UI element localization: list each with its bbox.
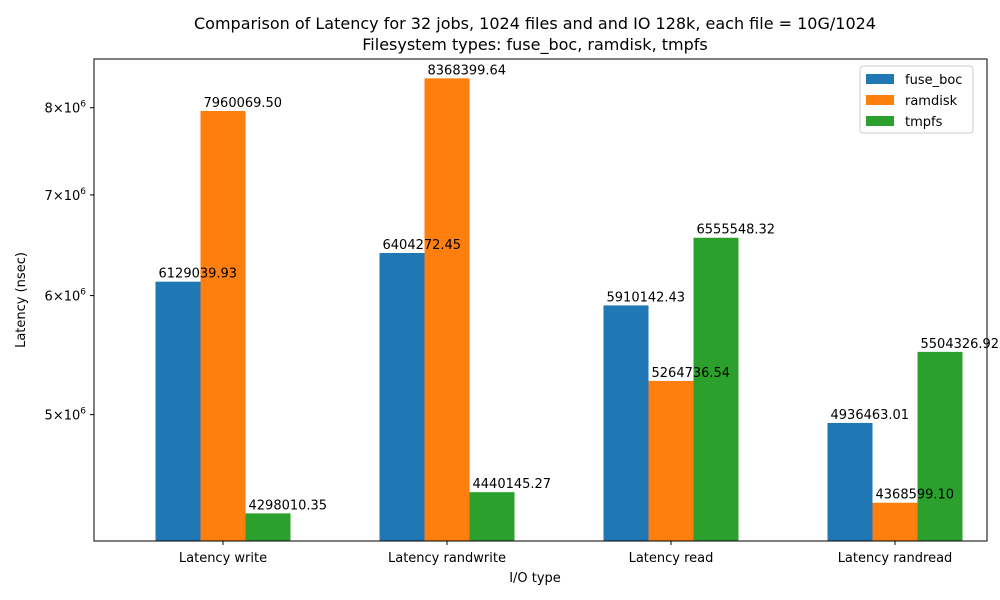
- bar-value-label: 6555548.32: [697, 223, 776, 238]
- bar-fuse_boc: [603, 305, 649, 541]
- bar-value-label: 4298010.35: [249, 498, 328, 513]
- bar-tmpfs: [245, 513, 291, 541]
- bar-fuse_boc: [155, 281, 201, 541]
- bar-value-label: 8368399.64: [428, 63, 507, 78]
- bars-group: [155, 78, 963, 542]
- x-tick-label: Latency randwrite: [388, 551, 506, 566]
- legend-label-ramdisk: ramdisk: [905, 94, 958, 109]
- y-tick-label: 7×106: [45, 187, 87, 204]
- chart-subtitle: Filesystem types: fuse_boc, ramdisk, tmp…: [362, 35, 707, 55]
- bar-tmpfs: [693, 237, 739, 542]
- bar-value-label: 5264736.54: [652, 366, 731, 381]
- bar-value-label: 7960069.50: [204, 96, 283, 111]
- chart-title: Comparison of Latency for 32 jobs, 1024 …: [194, 14, 876, 33]
- y-axis-ticks: 5×106 6×106 7×106 8×106: [45, 100, 94, 424]
- bar-fuse_boc: [827, 422, 873, 541]
- bar-ramdisk: [424, 78, 470, 541]
- bar-ramdisk: [648, 380, 694, 541]
- bar-value-label: 4936463.01: [831, 408, 910, 423]
- y-axis-label: Latency (nsec): [14, 252, 29, 348]
- bar-value-label: 5504326.92: [921, 337, 1000, 352]
- bar-value-label: 6404272.45: [383, 238, 462, 253]
- x-tick-label: Latency read: [629, 551, 714, 566]
- legend-label-tmpfs: tmpfs: [905, 115, 943, 130]
- x-tick-label: Latency randread: [838, 551, 953, 566]
- bar-value-label: 4368599.10: [876, 488, 955, 503]
- x-axis-ticks: Latency write Latency randwrite Latency re…: [179, 541, 952, 566]
- legend-swatch-ramdisk: [866, 95, 894, 105]
- bar-ramdisk: [872, 502, 918, 541]
- y-tick-label: 6×106: [45, 288, 87, 305]
- plot-frame: [93, 58, 988, 542]
- bar-fuse_boc: [379, 252, 425, 541]
- bar-value-label: 6129039.93: [159, 267, 238, 282]
- x-tick-label: Latency write: [179, 551, 267, 566]
- bar-value-label: 5910142.43: [607, 290, 686, 305]
- legend-label-fuse_boc: fuse_boc: [905, 73, 962, 88]
- y-tick-label: 8×106: [45, 100, 87, 117]
- bar-value-label: 4440145.27: [473, 477, 552, 492]
- legend-swatch-tmpfs: [866, 116, 894, 126]
- y-tick-label: 5×106: [45, 407, 87, 424]
- data-labels: 6129039.93 7960069.50 4298010.35 6404272.45…: [159, 63, 1000, 513]
- bar-tmpfs: [917, 351, 963, 541]
- bar-ramdisk: [200, 111, 246, 542]
- legend-swatch-fuse_boc: [866, 74, 894, 84]
- bar-tmpfs: [469, 492, 515, 541]
- x-axis-label: I/O type: [509, 571, 561, 586]
